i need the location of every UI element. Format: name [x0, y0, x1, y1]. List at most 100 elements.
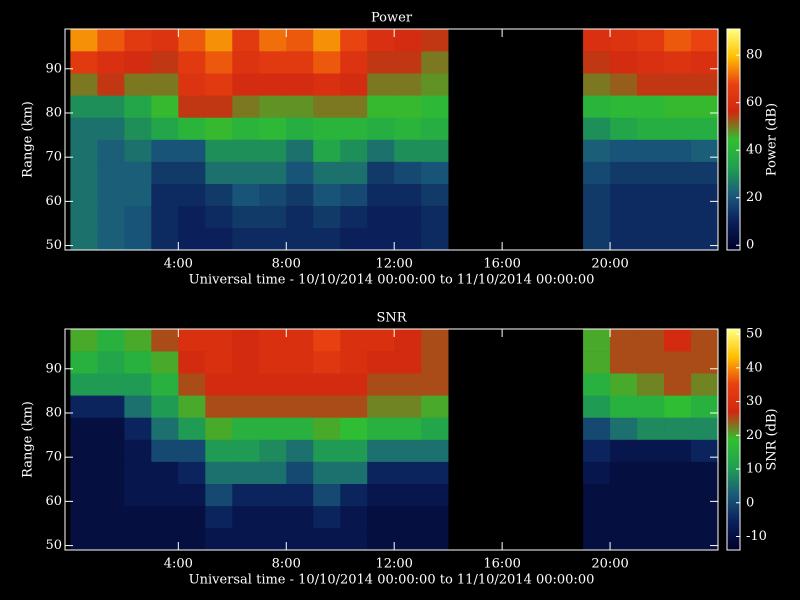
heatmap-cell: [583, 483, 611, 507]
heatmap-cell: [583, 417, 611, 440]
heatmap-cell: [691, 205, 718, 229]
heatmap-cell: [97, 373, 125, 396]
colorbar-tick-label: 0: [746, 238, 754, 253]
heatmap-cell: [583, 461, 611, 484]
heatmap-cell: [340, 117, 368, 140]
heatmap-cell: [313, 483, 341, 507]
heatmap-cell: [691, 505, 718, 529]
heatmap-cell: [286, 373, 314, 396]
chart-title: SNR: [376, 311, 407, 326]
heatmap-cell: [205, 439, 233, 462]
heatmap-cell: [340, 95, 368, 118]
heatmap-cell: [637, 51, 665, 74]
heatmap-cell: [664, 205, 692, 229]
heatmap-cell: [70, 483, 98, 507]
heatmap-cell: [124, 329, 152, 352]
colorbar-label: Power (dB): [765, 103, 780, 176]
heatmap-cell: [313, 205, 341, 229]
heatmap-cell: [691, 527, 718, 550]
heatmap-cell: [151, 483, 179, 507]
colorbar-label: SNR (dB): [765, 408, 780, 470]
heatmap-cell: [124, 461, 152, 484]
heatmap-cell: [637, 29, 665, 52]
heatmap-cell: [151, 51, 179, 74]
heatmap-cell: [421, 527, 449, 550]
heatmap-cell: [367, 395, 395, 418]
heatmap-cell: [151, 417, 179, 440]
heatmap-cell: [637, 95, 665, 118]
x-axis-label: Universal time - 10/10/2014 00:00:00 to …: [189, 573, 595, 588]
colorbar-tick-label: 20: [746, 428, 763, 443]
y-axis-label: Range (km): [21, 401, 36, 478]
heatmap-cell: [178, 527, 206, 550]
colorbar-tick-label: 40: [746, 360, 763, 375]
heatmap-cell: [124, 73, 152, 96]
heatmap-cell: [610, 373, 638, 396]
heatmap-cell: [691, 139, 718, 162]
heatmap-cell: [70, 461, 98, 484]
heatmap-cell: [340, 527, 368, 550]
heatmap-cell: [340, 461, 368, 484]
heatmap-cell: [421, 483, 449, 507]
heatmap-cell: [124, 51, 152, 74]
heatmap-cell: [691, 329, 718, 352]
heatmap-cell: [421, 329, 449, 352]
heatmap-cell: [286, 73, 314, 96]
heatmap-cell: [124, 95, 152, 118]
heatmap-cell: [259, 139, 287, 162]
heatmap-cell: [367, 527, 395, 550]
colorbar-tick-label: 50: [746, 327, 763, 342]
heatmap-cell: [178, 205, 206, 229]
heatmap-cell: [97, 417, 125, 440]
heatmap-cell: [394, 51, 422, 74]
heatmap-cell: [421, 373, 449, 396]
heatmap-cell: [691, 51, 718, 74]
heatmap-cell: [583, 395, 611, 418]
heatmap-cell: [340, 351, 368, 374]
heatmap-cell: [421, 161, 449, 184]
y-tick-label: 70: [45, 450, 62, 465]
heatmap-cell: [259, 29, 287, 52]
heatmap-cell: [286, 183, 314, 207]
heatmap-cell: [340, 51, 368, 74]
heatmap-cell: [691, 29, 718, 52]
heatmap-cell: [232, 483, 260, 507]
heatmap-cell: [313, 439, 341, 462]
heatmap-cell: [151, 373, 179, 396]
heatmap-cell: [313, 139, 341, 162]
heatmap-cell: [70, 505, 98, 529]
heatmap-cell: [178, 139, 206, 162]
heatmap-cell: [637, 505, 665, 529]
heatmap-cell: [97, 161, 125, 184]
heatmap-cell: [610, 73, 638, 96]
heatmap-cell: [340, 373, 368, 396]
heatmap-cell: [97, 51, 125, 74]
heatmap-cell: [205, 373, 233, 396]
heatmap-cell: [691, 183, 718, 207]
heatmap-cell: [151, 395, 179, 418]
heatmap-cell: [205, 417, 233, 440]
heatmap-cell: [583, 373, 611, 396]
heatmap-cell: [421, 29, 449, 52]
heatmap-cell: [610, 439, 638, 462]
heatmap-cell: [583, 117, 611, 140]
heatmap-cell: [232, 461, 260, 484]
heatmap-cell: [340, 73, 368, 96]
heatmap-cell: [394, 205, 422, 229]
heatmap-cell: [232, 227, 260, 250]
heatmap-cell: [205, 117, 233, 140]
heatmap-cell: [232, 161, 260, 184]
heatmap-cell: [637, 439, 665, 462]
heatmap-cell: [421, 183, 449, 207]
heatmap-cell: [394, 183, 422, 207]
heatmap-cell: [610, 527, 638, 550]
heatmap-cell: [394, 351, 422, 374]
heatmap-cell: [421, 205, 449, 229]
x-tick-label: 12:00: [375, 257, 412, 272]
heatmap-cell: [286, 205, 314, 229]
heatmap-cell: [70, 439, 98, 462]
heatmap-cell: [205, 29, 233, 52]
heatmap-cell: [232, 417, 260, 440]
heatmap-cell: [286, 461, 314, 484]
heatmap-cell: [205, 351, 233, 374]
